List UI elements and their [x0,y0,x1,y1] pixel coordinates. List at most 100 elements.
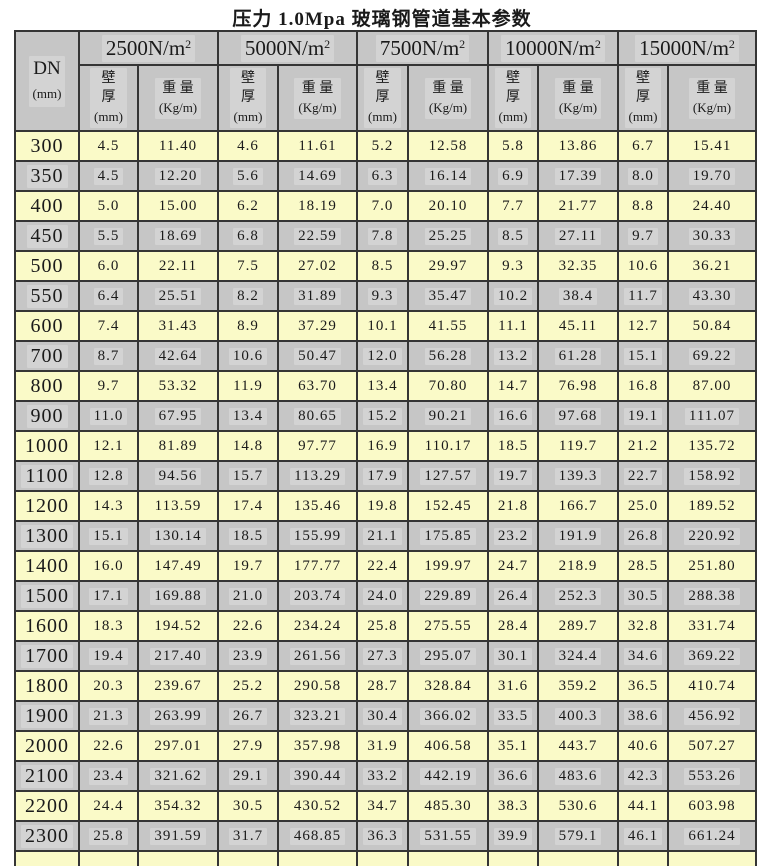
wall-thickness-cell: 7.7 [487,190,539,222]
wall-thickness-cell: 8.5 [356,250,409,282]
empty-cell [617,850,669,866]
weight-cell: 194.52 [137,610,219,642]
weight-cell: 81.89 [137,430,219,462]
weight-cell: 177.77 [277,550,358,582]
weight-cell: 553.26 [667,760,757,792]
pressure-group-exponent: 2 [185,36,192,51]
wall-thickness-cell: 31.6 [487,670,539,702]
wall-thickness-cell: 16.8 [617,370,669,402]
wall-thickness-header: 壁厚 (mm) [617,64,669,132]
wall-thickness-cell: 21.1 [356,520,409,552]
weight-cell: 13.86 [537,130,619,162]
wall-thickness-cell: 13.2 [487,340,539,372]
empty-cell [537,850,619,866]
dn-cell: 350 [14,160,80,192]
wall-thickness-cell: 14.3 [78,490,139,522]
wall-thickness-header: 壁厚 (mm) [487,64,539,132]
pressure-group-exponent: 2 [728,36,735,51]
wall-thickness-cell: 26.7 [217,700,279,732]
weight-cell: 61.28 [537,340,619,372]
weight-cell: 175.85 [407,520,489,552]
wall-thickness-cell: 24.0 [356,580,409,612]
wall-thickness-cell: 13.4 [356,370,409,402]
pipe-parameters-table: DN (mm) 2500N/m2 5000N/m2 7500N/m2 10000N/m2… [14,30,757,866]
weight-cell: 11.61 [277,130,358,162]
wall-thickness-cell: 23.9 [217,640,279,672]
wall-thickness-cell: 19.8 [356,490,409,522]
wall-thickness-cell: 8.2 [217,280,279,312]
dn-cell: 1600 [14,610,80,642]
wall-thickness-cell: 8.5 [487,220,539,252]
wall-thickness-cell: 9.3 [487,250,539,282]
dn-cell: 1400 [14,550,80,582]
wall-thickness-cell: 10.1 [356,310,409,342]
wall-thickness-cell: 6.4 [78,280,139,312]
table-row: 1700 19.4 217.40 23.9 261.56 27.3 295.07 30.1 32… [14,640,757,672]
wall-thickness-header: 壁厚 (mm) [356,64,409,132]
dn-cell: 300 [14,130,80,162]
wall-thickness-cell: 29.1 [217,760,279,792]
weight-cell: 15.00 [137,190,219,222]
wall-thickness-cell: 32.8 [617,610,669,642]
weight-cell: 135.72 [667,430,757,462]
weight-cell: 12.20 [137,160,219,192]
empty-cell [277,850,358,866]
wall-thickness-cell: 14.8 [217,430,279,462]
wall-thickness-cell: 17.9 [356,460,409,492]
weight-cell: 290.58 [277,670,358,702]
weight-cell: 31.89 [277,280,358,312]
wall-thickness-cell: 11.7 [617,280,669,312]
weight-cell: 507.27 [667,730,757,762]
weight-cell: 169.88 [137,580,219,612]
weight-cell: 17.39 [537,160,619,192]
weight-cell: 76.98 [537,370,619,402]
wall-thickness-cell: 10.6 [617,250,669,282]
pressure-group-header: 5000N/m2 [217,30,358,66]
wall-thickness-cell: 9.7 [78,370,139,402]
pressure-group-label: 2500N/m [105,35,186,60]
wall-thickness-cell: 34.6 [617,640,669,672]
table-row: 550 6.4 25.51 8.2 31.89 9.3 35.47 10.2 38.4 11.7 4… [14,280,757,312]
wall-thickness-cell: 21.0 [217,580,279,612]
wall-thickness-cell: 22.6 [217,610,279,642]
weight-cell: 15.41 [667,130,757,162]
wall-thickness-cell: 12.8 [78,460,139,492]
wall-thickness-cell: 38.6 [617,700,669,732]
weight-cell: 36.21 [667,250,757,282]
wall-thickness-cell: 28.5 [617,550,669,582]
weight-cell: 139.3 [537,460,619,492]
weight-cell: 94.56 [137,460,219,492]
wall-thickness-cell: 5.0 [78,190,139,222]
weight-cell: 189.52 [667,490,757,522]
weight-cell: 32.35 [537,250,619,282]
weight-cell: 234.24 [277,610,358,642]
wall-thickness-cell: 6.2 [217,190,279,222]
dn-cell: 700 [14,340,80,372]
table-row: 1900 21.3 263.99 26.7 323.21 30.4 366.02 33.5 40… [14,700,757,732]
wall-thickness-cell: 40.6 [617,730,669,762]
wall-thickness-cell: 15.2 [356,400,409,432]
table-row: 1500 17.1 169.88 21.0 203.74 24.0 229.89 26.4 25… [14,580,757,612]
weight-header: 重 量 (Kg/m) [537,64,619,132]
wall-thickness-cell: 12.7 [617,310,669,342]
wall-thickness-cell: 16.9 [356,430,409,462]
weight-cell: 359.2 [537,670,619,702]
weight-cell: 406.58 [407,730,489,762]
table-row: 1400 16.0 147.49 19.7 177.77 22.4 199.97 24.7 21… [14,550,757,582]
dn-cell: 1900 [14,700,80,732]
wall-thickness-cell: 33.5 [487,700,539,732]
table-row: 1600 18.3 194.52 22.6 234.24 25.8 275.55 28.4 28… [14,610,757,642]
weight-cell: 97.77 [277,430,358,462]
wall-thickness-cell: 36.3 [356,820,409,852]
wall-thickness-cell: 7.8 [356,220,409,252]
wall-thickness-cell: 6.0 [78,250,139,282]
pressure-group-exponent: 2 [594,36,601,51]
table-body: 300 4.5 11.40 4.6 11.61 5.2 12.58 5.8 13.86 6.7 15… [14,130,757,866]
wall-thickness-cell: 5.6 [217,160,279,192]
wall-thickness-cell: 31.9 [356,730,409,762]
table-row: 400 5.0 15.00 6.2 18.19 7.0 20.10 7.7 21.77 8.8 24… [14,190,757,222]
dn-cell: 2000 [14,730,80,762]
wall-thickness-cell: 11.1 [487,310,539,342]
weight-cell: 14.69 [277,160,358,192]
wall-thickness-cell: 8.8 [617,190,669,222]
